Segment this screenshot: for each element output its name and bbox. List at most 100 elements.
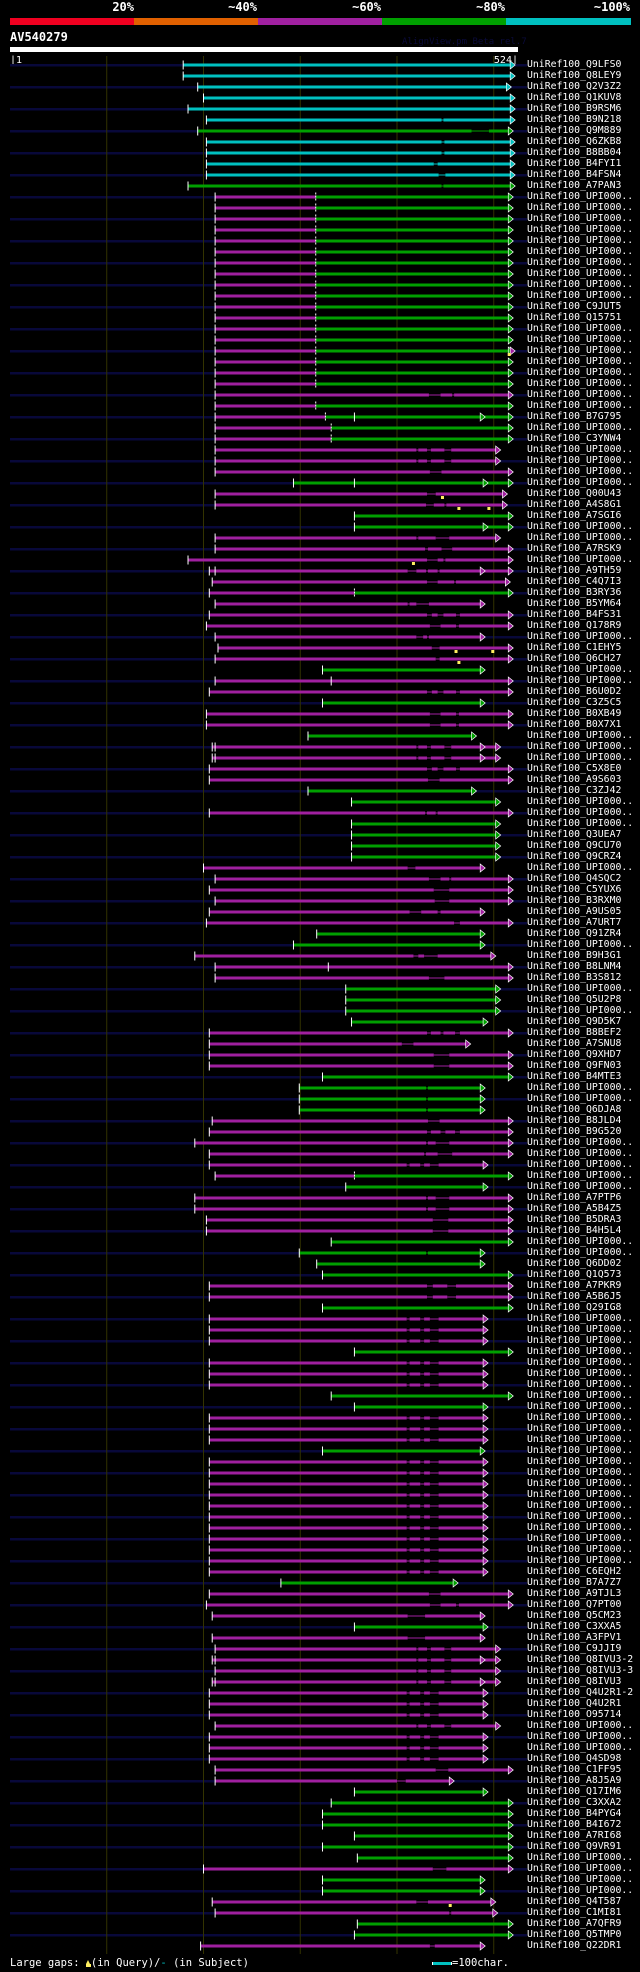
hit-label[interactable]: UniRef100_B0X7X1: [527, 719, 622, 730]
hit-label[interactable]: UniRef100_Q9M889: [527, 125, 622, 136]
hit-label[interactable]: UniRef100_Q29IG8: [527, 1302, 622, 1313]
hit-label[interactable]: UniRef100_UPI000..: [527, 257, 634, 268]
hit-label[interactable]: UniRef100_UPI000..: [527, 422, 634, 433]
hit-label[interactable]: UniRef100_B9N218: [527, 114, 622, 125]
hit-label[interactable]: UniRef100_Q4U2R1: [527, 1698, 622, 1709]
hit-label[interactable]: UniRef100_C4Q7I3: [527, 576, 622, 587]
hit-label[interactable]: UniRef100_UPI000..: [527, 1412, 634, 1423]
hit-label[interactable]: UniRef100_C3YNW4: [527, 433, 622, 444]
hit-label[interactable]: UniRef100_UPI000..: [527, 1159, 634, 1170]
hit-label[interactable]: UniRef100_UPI000..: [527, 730, 634, 741]
hit-label[interactable]: UniRef100_UPI000..: [527, 1170, 634, 1181]
hit-label[interactable]: UniRef100_UPI000..: [527, 1852, 634, 1863]
hit-label[interactable]: UniRef100_UPI000..: [527, 818, 634, 829]
hit-label[interactable]: UniRef100_UPI000..: [527, 1445, 634, 1456]
hit-label[interactable]: UniRef100_UPI000..: [527, 1863, 634, 1874]
hit-label[interactable]: UniRef100_Q5U2P8: [527, 994, 622, 1005]
hit-label[interactable]: UniRef100_B9RSM6: [527, 103, 622, 114]
hit-label[interactable]: UniRef100_UPI000..: [527, 224, 634, 235]
hit-label[interactable]: UniRef100_UPI000..: [527, 1489, 634, 1500]
hit-label[interactable]: UniRef100_Q9VR91: [527, 1841, 622, 1852]
hit-label[interactable]: UniRef100_B8LNM4: [527, 961, 622, 972]
hit-label[interactable]: UniRef100_A8J5A9: [527, 1775, 622, 1786]
hit-label[interactable]: UniRef100_UPI000..: [527, 400, 634, 411]
hit-label[interactable]: UniRef100_UPI000..: [527, 1423, 634, 1434]
hit-label[interactable]: UniRef100_Q8LEY9: [527, 70, 622, 81]
hit-label[interactable]: UniRef100_Q9LFS0: [527, 59, 622, 70]
hit-label[interactable]: UniRef100_B0XB49: [527, 708, 622, 719]
hit-label[interactable]: UniRef100_A5B4Z5: [527, 1203, 622, 1214]
hit-label[interactable]: UniRef100_Q8IVU3-2: [527, 1654, 634, 1665]
hit-label[interactable]: UniRef100_O95714: [527, 1709, 622, 1720]
hit-label[interactable]: UniRef100_UPI000..: [527, 807, 634, 818]
hit-label[interactable]: UniRef100_UPI000..: [527, 631, 634, 642]
hit-label[interactable]: UniRef100_UPI000..: [527, 367, 634, 378]
hit-label[interactable]: UniRef100_UPI000..: [527, 334, 634, 345]
hit-label[interactable]: UniRef100_A7RI68: [527, 1830, 622, 1841]
hit-label[interactable]: UniRef100_Q6CH27: [527, 653, 622, 664]
hit-label[interactable]: UniRef100_Q6DD02: [527, 1258, 622, 1269]
hit-label[interactable]: UniRef100_UPI000..: [527, 1885, 634, 1896]
hit-label[interactable]: UniRef100_B4FYI1: [527, 158, 622, 169]
hit-label[interactable]: UniRef100_UPI000..: [527, 444, 634, 455]
hit-label[interactable]: UniRef100_UPI000..: [527, 1742, 634, 1753]
hit-label[interactable]: UniRef100_UPI000..: [527, 1093, 634, 1104]
hit-label[interactable]: UniRef100_B4I672: [527, 1819, 622, 1830]
hit-label[interactable]: UniRef100_Q00U43: [527, 488, 622, 499]
hit-label[interactable]: UniRef100_Q9FN03: [527, 1060, 622, 1071]
hit-label[interactable]: UniRef100_Q5TMP0: [527, 1929, 622, 1940]
hit-label[interactable]: UniRef100_UPI000..: [527, 1533, 634, 1544]
hit-label[interactable]: UniRef100_A7PAN3: [527, 180, 622, 191]
hit-label[interactable]: UniRef100_C1MI81: [527, 1907, 622, 1918]
hit-label[interactable]: UniRef100_A7PKR9: [527, 1280, 622, 1291]
hit-label[interactable]: UniRef100_Q9CRZ4: [527, 851, 622, 862]
hit-label[interactable]: UniRef100_UPI000..: [527, 675, 634, 686]
hit-label[interactable]: UniRef100_B9H3G1: [527, 950, 622, 961]
hit-label[interactable]: UniRef100_UPI000..: [527, 1401, 634, 1412]
hit-label[interactable]: UniRef100_UPI000..: [527, 741, 634, 752]
hit-label[interactable]: UniRef100_A9US05: [527, 906, 622, 917]
hit-label[interactable]: UniRef100_C3Z5C5: [527, 697, 622, 708]
hit-label[interactable]: UniRef100_Q91ZR4: [527, 928, 622, 939]
hit-label[interactable]: UniRef100_UPI000..: [527, 521, 634, 532]
hit-label[interactable]: UniRef100_A5B6J5: [527, 1291, 622, 1302]
hit-label[interactable]: UniRef100_Q178R9: [527, 620, 622, 631]
hit-label[interactable]: UniRef100_UPI000..: [527, 1148, 634, 1159]
hit-label[interactable]: UniRef100_B7A7Z7: [527, 1577, 622, 1588]
hit-label[interactable]: UniRef100_UPI000..: [527, 279, 634, 290]
hit-label[interactable]: UniRef100_UPI000..: [527, 1379, 634, 1390]
hit-label[interactable]: UniRef100_C9JJI9: [527, 1643, 622, 1654]
hit-label[interactable]: UniRef100_UPI000..: [527, 1313, 634, 1324]
hit-label[interactable]: UniRef100_Q4U2R1-2: [527, 1687, 634, 1698]
hit-label[interactable]: UniRef100_A7SNU8: [527, 1038, 622, 1049]
hit-label[interactable]: UniRef100_UPI000..: [527, 345, 634, 356]
hit-label[interactable]: UniRef100_Q4SD98: [527, 1753, 622, 1764]
hit-label[interactable]: UniRef100_B8BEF2: [527, 1027, 622, 1038]
hit-label[interactable]: UniRef100_UPI000..: [527, 983, 634, 994]
hit-label[interactable]: UniRef100_UPI000..: [527, 268, 634, 279]
hit-label[interactable]: UniRef100_UPI000..: [527, 466, 634, 477]
hit-label[interactable]: UniRef100_UPI000..: [527, 939, 634, 950]
hit-label[interactable]: UniRef100_UPI000..: [527, 1357, 634, 1368]
hit-label[interactable]: UniRef100_Q17IM6: [527, 1786, 622, 1797]
hit-label[interactable]: UniRef100_UPI000..: [527, 1456, 634, 1467]
hit-label[interactable]: UniRef100_UPI000..: [527, 1522, 634, 1533]
hit-label[interactable]: UniRef100_C1EHY5: [527, 642, 622, 653]
hit-label[interactable]: UniRef100_UPI000..: [527, 1247, 634, 1258]
hit-label[interactable]: UniRef100_B3S812: [527, 972, 622, 983]
hit-label[interactable]: UniRef100_UPI000..: [527, 235, 634, 246]
hit-label[interactable]: UniRef100_A4S8G1: [527, 499, 622, 510]
hit-label[interactable]: UniRef100_B4FSN4: [527, 169, 622, 180]
hit-label[interactable]: UniRef100_UPI000..: [527, 1368, 634, 1379]
hit-label[interactable]: UniRef100_B6U0D2: [527, 686, 622, 697]
hit-label[interactable]: UniRef100_A7URT7: [527, 917, 622, 928]
hit-label[interactable]: UniRef100_UPI000..: [527, 323, 634, 334]
hit-label[interactable]: UniRef100_Q22DR1: [527, 1940, 622, 1951]
hit-label[interactable]: UniRef100_UPI000..: [527, 378, 634, 389]
hit-label[interactable]: UniRef100_Q7PT00: [527, 1599, 622, 1610]
hit-label[interactable]: UniRef100_C3ZJ42: [527, 785, 622, 796]
hit-label[interactable]: UniRef100_UPI000..: [527, 1005, 634, 1016]
hit-label[interactable]: UniRef100_UPI000..: [527, 532, 634, 543]
hit-label[interactable]: UniRef100_UPI000..: [527, 1181, 634, 1192]
hit-label[interactable]: UniRef100_Q4SQC2: [527, 873, 622, 884]
